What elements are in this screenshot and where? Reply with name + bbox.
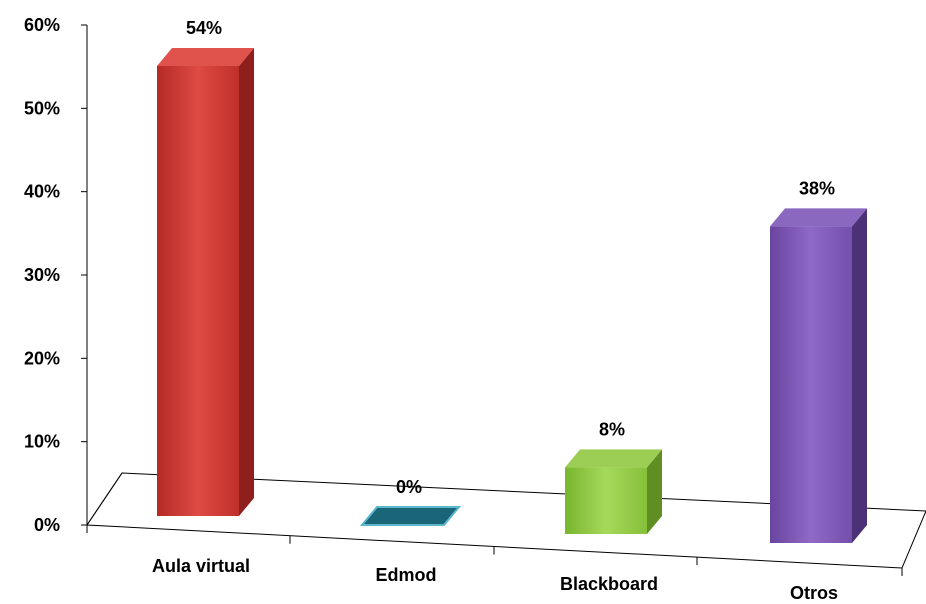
- x-category-label-blackboard: Blackboard: [560, 574, 658, 594]
- bar-blackboard: [565, 467, 647, 534]
- bar-otros: [770, 226, 852, 544]
- y-tick-label: 50%: [24, 98, 60, 118]
- y-tick-label: 30%: [24, 265, 60, 285]
- y-tick-label: 40%: [24, 182, 60, 202]
- bar-top-otros: [770, 208, 867, 227]
- axes: 0% 10% 20% 30% 40% 50% 60% Aula virtual Edmod Bla…: [24, 15, 926, 603]
- data-label-otros: 38%: [799, 178, 835, 198]
- bars: [157, 48, 867, 544]
- x-category-label-otros: Otros: [790, 583, 838, 603]
- bar-top-aula-virtual: [157, 48, 254, 66]
- x-category-label-edmod: Edmod: [376, 565, 437, 585]
- bar-side-aula-virtual: [239, 48, 254, 516]
- data-label-edmod: 0%: [396, 477, 422, 497]
- bar-side-otros: [852, 208, 867, 544]
- y-tick-label: 10%: [24, 432, 60, 452]
- data-labels: 54% 0% 8% 38%: [186, 18, 835, 497]
- y-tick-label: 20%: [24, 348, 60, 368]
- bar-top-blackboard: [565, 449, 662, 468]
- y-tick-label: 0%: [34, 515, 60, 535]
- bar-side-blackboard: [647, 449, 662, 534]
- data-label-aula-virtual: 54%: [186, 18, 222, 38]
- floor-back-edge: [86, 472, 123, 526]
- y-tick-label: 60%: [24, 15, 60, 35]
- bar-edmod: [359, 506, 462, 526]
- x-category-label-aula-virtual: Aula virtual: [152, 556, 250, 576]
- bar-aula-virtual: [157, 66, 239, 516]
- data-label-blackboard: 8%: [599, 419, 625, 439]
